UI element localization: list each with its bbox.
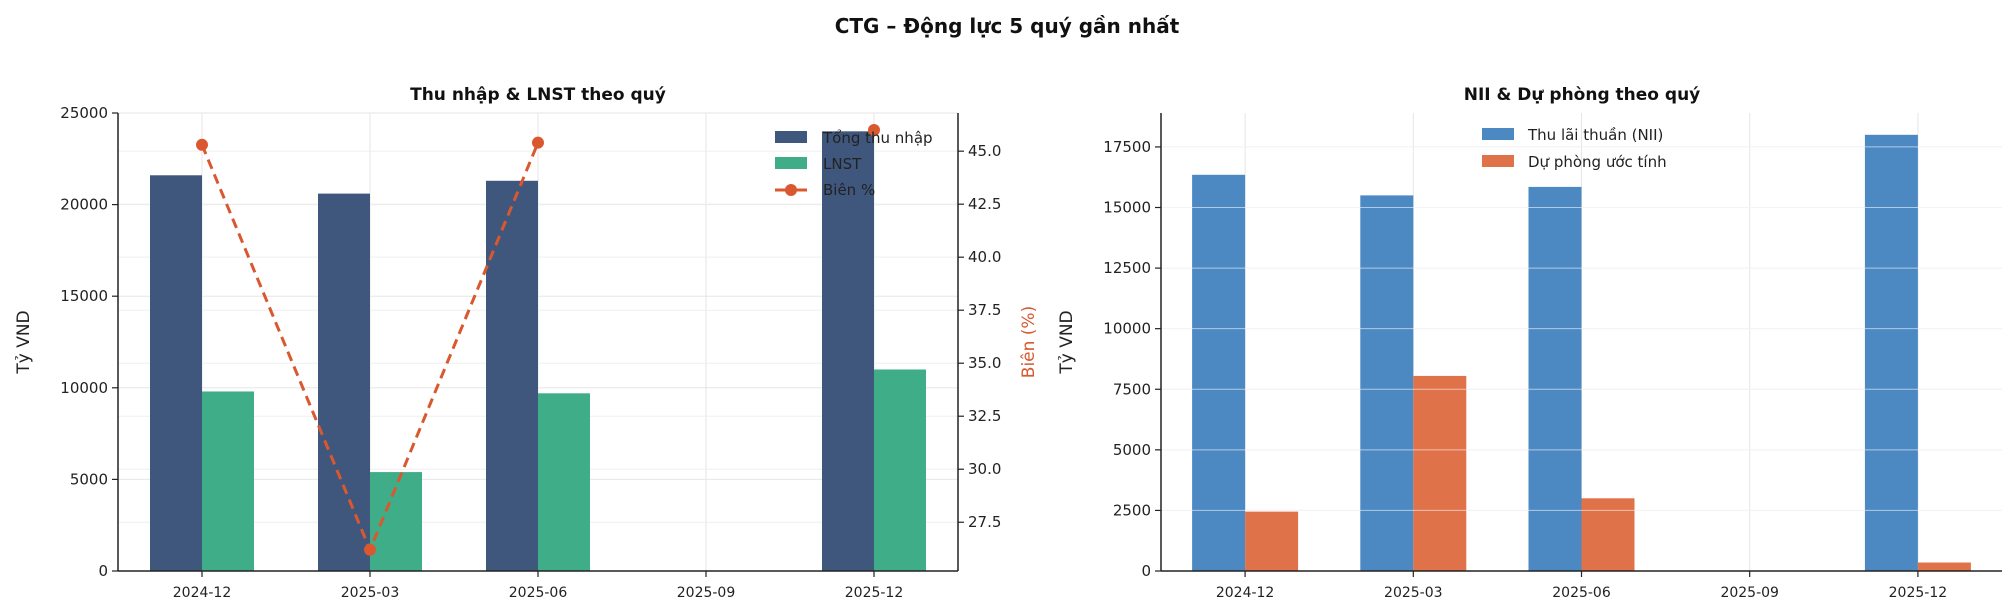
y-axis-label: Tỷ VND: [1057, 310, 1077, 374]
legend-label-npat: LNST: [823, 155, 862, 173]
y-tick-label: 15000: [60, 287, 108, 305]
y-tick-label: 7500: [1113, 380, 1151, 398]
y-tick-label: 5000: [1113, 441, 1151, 459]
y2-tick-label: 30.0: [968, 460, 1001, 478]
income-npat-bars: [150, 131, 926, 571]
y2-axis-label: Biên (%): [1019, 306, 1039, 378]
bar-d-ph-ng-c-t-nh-2025-12: [1917, 562, 1971, 571]
y-tick-label: 12500: [1103, 259, 1151, 277]
y2-tick-label: 40.0: [968, 248, 1001, 266]
y-axis-label: Tỷ VND: [14, 310, 34, 374]
income-npat-chart-title: Thu nhập & LNST theo quý: [410, 85, 666, 105]
x-tick-label: 2025-09: [677, 585, 736, 601]
y-tick-label: 10000: [60, 379, 108, 397]
bar-thu-l-i-thu-n-nii-2025-12: [1864, 134, 1918, 572]
bar-lnst-2025-06: [538, 393, 590, 571]
bar-lnst-2024-12: [202, 391, 254, 571]
legend-label-income: Tổng thu nhập: [822, 129, 933, 147]
y2-tick-label: 27.5: [968, 513, 1001, 531]
y2-tick-label: 37.5: [968, 301, 1001, 319]
y2-tick-label: 45.0: [968, 142, 1001, 160]
y2-tick-label: 32.5: [968, 407, 1001, 425]
x-tick-label: 2025-12: [1889, 585, 1948, 601]
y-tick-label: 5000: [70, 470, 108, 488]
nii-provision-bars: [1161, 134, 2002, 572]
nii-provision-legend: Thu lãi thuần (NII) Dự phòng ước tính: [1482, 126, 1667, 171]
y-tick-label: 15000: [1103, 199, 1151, 217]
legend-label-margin: Biên %: [823, 181, 875, 199]
y2-tick-label: 35.0: [968, 354, 1001, 372]
legend-swatch-npat: [775, 157, 807, 169]
legend-swatch-income: [775, 131, 807, 143]
x-tick-label: 2025-12: [845, 585, 904, 601]
bar-t-ng-thu-nh-p-2025-06: [486, 180, 538, 571]
bar-d-ph-ng-c-t-nh-2025-03: [1413, 375, 1467, 571]
x-tick-label: 2024-12: [173, 585, 232, 601]
income-npat-legend: Tổng thu nhập LNST Biên %: [775, 129, 933, 199]
bar-d-ph-ng-c-t-nh-2025-06: [1581, 498, 1635, 571]
margin-line-series: [196, 123, 880, 556]
y-tick-label: 20000: [60, 196, 108, 214]
bar-t-ng-thu-nh-p-2025-12: [822, 131, 874, 571]
y-tick-label: 25000: [60, 104, 108, 122]
nii-provision-axes: 0 2500 5000 7500 10000 12500 15000 17500 2024-12…: [1057, 113, 2002, 601]
income-npat-chart: Thu nhập & LNST theo quý 0 5000 10000 15000…: [14, 85, 1039, 601]
legend-label-nii: Thu lãi thuần (NII): [1527, 126, 1663, 144]
x-tick-label: 2025-06: [509, 585, 568, 601]
bar-lnst-2025-03: [370, 472, 422, 571]
margin-point-2024-12: [196, 138, 208, 151]
y-tick-label: 0: [1141, 562, 1151, 580]
bar-t-ng-thu-nh-p-2024-12: [150, 175, 202, 571]
y-tick-label: 2500: [1113, 501, 1151, 519]
x-tick-label: 2025-03: [341, 585, 400, 601]
legend-label-provision: Dự phòng ước tính: [1528, 153, 1667, 171]
x-tick-label: 2024-12: [1216, 585, 1275, 601]
y-tick-label: 0: [98, 562, 108, 580]
legend-swatch-provision: [1482, 155, 1514, 167]
bar-t-ng-thu-nh-p-2025-03: [318, 193, 370, 571]
legend-marker-margin: [785, 184, 797, 196]
nii-provision-chart: NII & Dự phòng theo quý 0 2500 5000 7500 100…: [1057, 85, 2002, 601]
y-tick-label: 10000: [1103, 320, 1151, 338]
x-tick-label: 2025-03: [1384, 585, 1443, 601]
bar-thu-l-i-thu-n-nii-2025-03: [1360, 195, 1414, 571]
bar-d-ph-ng-c-t-nh-2024-12: [1245, 511, 1299, 571]
bar-thu-l-i-thu-n-nii-2024-12: [1192, 174, 1246, 572]
bar-lnst-2025-12: [874, 369, 926, 571]
income-npat-axes: 0 5000 10000 15000 20000 25000 27.5 30.0 32.5 35.…: [14, 104, 1039, 601]
nii-provision-chart-title: NII & Dự phòng theo quý: [1464, 85, 1701, 105]
figure-title: CTG – Động lực 5 quý gần nhất: [835, 14, 1180, 38]
margin-point-2025-12: [868, 123, 880, 136]
bar-thu-l-i-thu-n-nii-2025-06: [1528, 186, 1582, 572]
margin-point-2025-03: [364, 543, 376, 556]
margin-point-2025-06: [532, 136, 544, 149]
x-tick-label: 2025-06: [1552, 585, 1611, 601]
legend-swatch-nii: [1482, 128, 1514, 140]
y2-tick-label: 42.5: [968, 195, 1001, 213]
y-tick-label: 17500: [1103, 138, 1151, 156]
x-tick-label: 2025-09: [1720, 585, 1779, 601]
